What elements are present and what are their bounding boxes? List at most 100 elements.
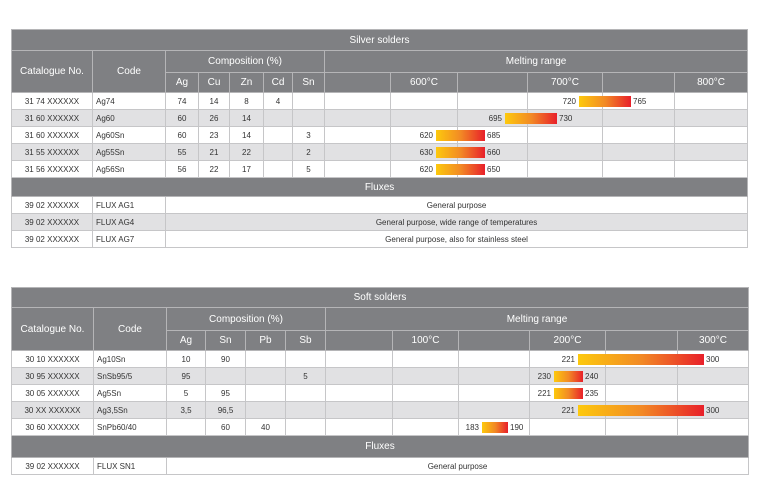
composition-value <box>263 109 293 127</box>
catalogue-header: Catalogue No. <box>11 50 93 93</box>
melting-grid-cell <box>392 367 459 385</box>
composition-value <box>263 143 293 161</box>
code-header: Code <box>92 50 166 93</box>
composition-value <box>285 384 326 402</box>
solder-row: 30 10 XXXXXX Ag10Sn 10 90 221 300 <box>11 350 749 368</box>
catalogue-number: 39 02 XXXXXX <box>11 457 94 475</box>
melting-range-header: Melting range <box>323 50 749 73</box>
flux-row: 39 02 XXXXXX FLUX AG4 General purpose, wid… <box>11 213 749 231</box>
catalogue-number: 31 74 XXXXXX <box>11 92 93 110</box>
catalogue-number: 30 XX XXXXXX <box>11 401 94 419</box>
composition-value: 14 <box>198 92 230 110</box>
melting-range-bar <box>554 388 583 399</box>
composition-value: 55 <box>165 143 199 161</box>
element-header: Sb <box>285 330 326 351</box>
temperature-header <box>605 330 678 351</box>
catalogue-number: 39 02 XXXXXX <box>11 213 93 231</box>
melting-grid-cell <box>392 401 459 419</box>
catalogue-number: 31 60 XXXXXX <box>11 126 93 144</box>
melting-min-label: 620 <box>419 131 433 140</box>
composition-value: 17 <box>229 160 264 178</box>
temperature-header <box>457 72 528 93</box>
composition-value: 5 <box>285 367 326 385</box>
catalogue-number: 30 60 XXXXXX <box>11 418 94 436</box>
temperature-header: 600°C <box>390 72 458 93</box>
melting-grid-cell <box>673 126 749 144</box>
temperature-header: 300°C <box>677 330 749 351</box>
composition-value: 60 <box>165 109 199 127</box>
flux-row: 39 02 XXXXXX FLUX AG7 General purpose, als… <box>11 230 749 248</box>
element-header: Sn <box>292 72 325 93</box>
composition-value: 60 <box>205 418 246 436</box>
temperature-header <box>324 72 391 93</box>
composition-value: 40 <box>245 418 286 436</box>
composition-value: 2 <box>292 143 325 161</box>
melting-grid-cell <box>458 367 530 385</box>
melting-grid-cell <box>673 109 749 127</box>
melting-grid-cell <box>527 160 603 178</box>
melting-grid-cell <box>673 160 749 178</box>
composition-value <box>292 92 325 110</box>
catalogue-number: 31 56 XXXXXX <box>11 160 93 178</box>
melting-grid-cell <box>390 109 458 127</box>
solder-row: 30 05 XXXXXX Ag5Sn 5 95 221 235 <box>11 384 749 402</box>
melting-min-label: 183 <box>465 423 479 432</box>
melting-max-label: 240 <box>585 372 599 381</box>
composition-value: 14 <box>229 109 264 127</box>
table-title: Soft solders <box>11 287 749 308</box>
catalogue-number: 39 02 XXXXXX <box>11 230 93 248</box>
melting-grid-cell <box>602 143 675 161</box>
melting-grid-cell <box>392 350 459 368</box>
melting-max-label: 300 <box>706 355 720 364</box>
composition-value: 60 <box>165 126 199 144</box>
fluxes-title: Fluxes <box>10 177 749 197</box>
melting-max-label: 765 <box>633 97 647 106</box>
melting-grid-cell <box>602 126 675 144</box>
composition-header: Composition (%) <box>166 307 326 331</box>
composition-value: 8 <box>229 92 264 110</box>
melting-max-label: 300 <box>706 406 720 415</box>
melting-grid-cell <box>458 384 530 402</box>
solder-row: 31 55 XXXXXX Ag55Sn 55 21 22 2 630 660 <box>11 143 749 161</box>
temperature-header: 100°C <box>392 330 459 351</box>
solder-row: 31 60 XXXXXX Ag60Sn 60 23 14 3 620 685 <box>11 126 749 144</box>
composition-value <box>263 160 293 178</box>
melting-range-bar <box>579 96 631 107</box>
melting-grid-cell <box>677 384 749 402</box>
melting-grid-cell: 620 650 <box>324 160 500 178</box>
melting-grid-cell <box>458 401 530 419</box>
product-code: Ag5Sn <box>93 384 167 402</box>
melting-range-bar <box>554 371 583 382</box>
composition-value: 22 <box>229 143 264 161</box>
catalogue-number: 31 60 XXXXXX <box>11 109 93 127</box>
melting-grid-cell <box>529 418 606 436</box>
product-code: Ag74 <box>92 92 166 110</box>
temperature-header: 200°C <box>529 330 606 351</box>
melting-grid-cell <box>673 92 749 110</box>
melting-grid-cell <box>602 160 675 178</box>
melting-grid-cell: 183 190 <box>325 418 523 436</box>
temperature-header <box>325 330 393 351</box>
temperature-header <box>458 330 530 351</box>
product-code: SnSb95/5 <box>93 367 167 385</box>
element-header: Zn <box>229 72 264 93</box>
melting-grid-cell <box>605 367 678 385</box>
composition-value <box>245 350 286 368</box>
element-header: Sn <box>205 330 246 351</box>
melting-grid-cell: 720 765 <box>324 92 646 110</box>
melting-max-label: 235 <box>585 389 599 398</box>
silver-solders-table: Silver solders Catalogue No. Code Compositi… <box>10 29 749 248</box>
table-title: Silver solders <box>10 29 749 51</box>
product-code: SnPb60/40 <box>93 418 167 436</box>
melting-grid-cell: 221 300 <box>325 401 719 419</box>
melting-max-label: 650 <box>487 165 501 174</box>
melting-range-bar <box>436 164 485 175</box>
melting-range-bar <box>436 147 485 158</box>
melting-min-label: 620 <box>419 165 433 174</box>
element-header: Pb <box>245 330 286 351</box>
melting-grid-cell: 630 660 <box>324 143 500 161</box>
melting-min-label: 221 <box>561 355 575 364</box>
melting-grid-cell: 695 730 <box>324 109 572 127</box>
composition-value: 74 <box>165 92 199 110</box>
composition-value <box>245 367 286 385</box>
